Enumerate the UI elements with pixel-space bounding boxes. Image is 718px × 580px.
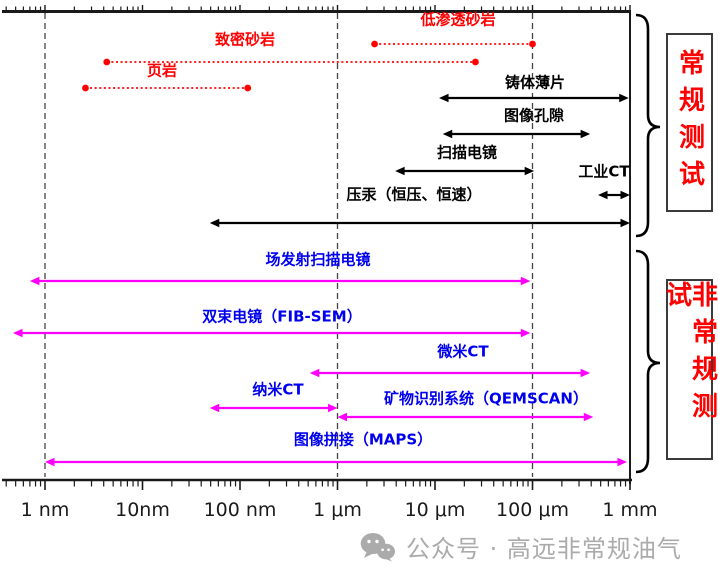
unconventional-range-arrow-head-right [520, 276, 531, 286]
unconventional-range-arrow-head-left [29, 276, 40, 286]
watermark-text: 公众号 · 高远非常规油气 [406, 535, 682, 563]
wechat-icon [360, 532, 395, 561]
unconventional-brace [635, 249, 661, 474]
method-label: 纳米CT [252, 380, 304, 399]
rock-range-endpoint [529, 40, 536, 48]
conventional-range-arrow-head-right [619, 93, 629, 103]
conventional-range-arrow-head-left [598, 190, 608, 200]
unconventional-range-arrow-head-right [617, 457, 627, 467]
watermark: 公众号 · 高远非常规油气 [360, 529, 682, 564]
unconventional-range-arrow-head-left [209, 403, 220, 413]
rock-range-label: 页岩 [146, 61, 178, 80]
conventional-range-arrow-head-left [209, 218, 220, 228]
method-label: 微米CT [437, 342, 489, 361]
rock-range-label: 致密砂岩 [214, 30, 276, 49]
x-tick-label: 100 μm [496, 499, 569, 521]
unconventional-range-arrow-head-right [328, 403, 338, 413]
unconventional-range-arrow-head-left [337, 412, 347, 422]
rock-range-endpoint [103, 58, 111, 66]
rock-range-endpoint [82, 84, 89, 92]
unconventional-range-arrow-head-left [309, 368, 320, 378]
unconventional-range-arrow-head-left [45, 457, 55, 467]
legend-box-conventional: 常规测试 [666, 33, 713, 212]
legend-label-conventional: 常规测试 [674, 48, 705, 197]
method-label: 图像拼接（MAPS） [293, 430, 433, 449]
method-label: 压汞（恒压、恒速） [346, 185, 482, 204]
conventional-range-arrow-head-right [620, 190, 630, 200]
method-label: 场发射扫描电镜 [265, 250, 371, 269]
conventional-brace [635, 13, 661, 238]
conventional-range-arrow-head-left [395, 166, 405, 176]
unconventional-range-arrow-head-left [13, 328, 23, 338]
x-tick-label: 1 mm [602, 499, 658, 521]
conventional-range-arrow-head-left [442, 129, 453, 139]
method-label: 扫描电镜 [436, 143, 498, 162]
method-label: 矿物识别系统（QEMSCAN） [384, 389, 588, 408]
rock-range-endpoint [472, 58, 479, 66]
unconventional-range-arrow-head-right [520, 328, 531, 338]
conventional-range-arrow-head-right [620, 218, 630, 228]
conventional-range-arrow-head-left [439, 93, 449, 103]
legend-box-unconventional: 非常规测试 [661, 279, 718, 460]
rock-range-endpoint [371, 40, 378, 48]
unconventional-range-arrow-head-right [580, 368, 591, 378]
rock-range-endpoint [244, 84, 252, 92]
conventional-range-arrow-head-right [524, 166, 535, 176]
conventional-range-arrow-head-right [580, 129, 591, 139]
x-tick-label: 10 μm [404, 499, 466, 521]
rock-range-label: 低渗透砂岩 [420, 10, 496, 29]
method-label: 铸体薄片 [504, 73, 566, 92]
x-tick-label: 1 μm [313, 499, 362, 521]
unconventional-range-arrow-head-right [583, 412, 594, 422]
method-label: 图像孔隙 [503, 106, 565, 125]
x-tick-label: 1 nm [20, 499, 70, 521]
x-tick-label: 100 nm [203, 499, 277, 521]
method-label: 工业CT [578, 162, 630, 181]
legend-label-unconventional: 非常规测试 [661, 281, 718, 429]
x-tick-label: 10nm [115, 499, 170, 521]
method-label: 双束电镜（FIB-SEM） [202, 307, 362, 326]
